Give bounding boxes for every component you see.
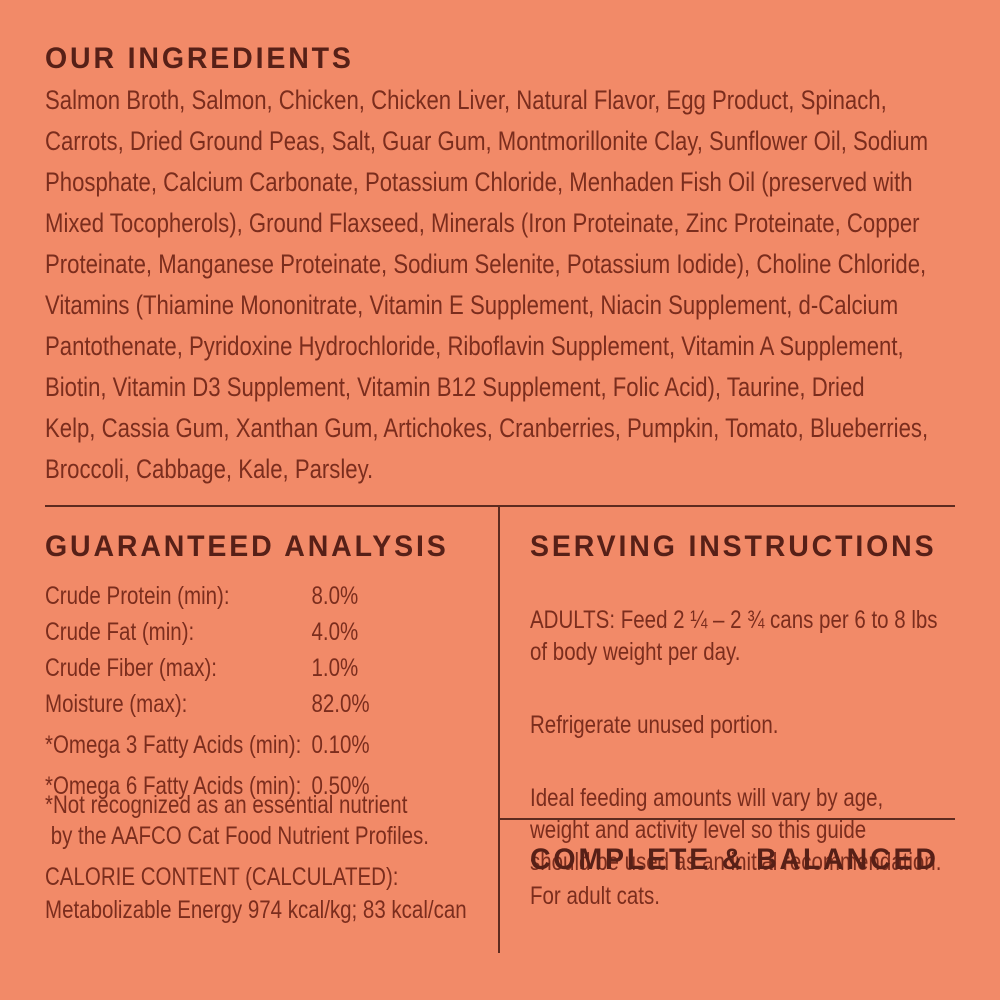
- ingredients-text: Salmon Broth, Salmon, Chicken, Chicken L…: [45, 85, 929, 484]
- serving-ideal-paragraph: Ideal feeding amounts will vary by age, …: [530, 784, 942, 876]
- nutrient-label: *Omega 6 Fatty Acids (min):: [45, 772, 302, 800]
- serving-instructions-title: SERVING INSTRUCTIONS: [530, 530, 937, 563]
- calorie-content-text: Metabolizable Energy 974 kcal/kg; 83 kca…: [45, 896, 467, 924]
- ingredients-title: OUR INGREDIENTS: [45, 42, 354, 75]
- nutrient-label: Crude Protein (min):: [45, 582, 230, 610]
- nutrient-label: Crude Fiber (max):: [45, 654, 218, 682]
- guaranteed-analysis-table: Crude Protein (min): 8.0% Crude Fat (min…: [45, 578, 504, 804]
- nutrient-value: 0.50%: [311, 772, 370, 800]
- table-row: *Omega 6 Fatty Acids (min): 0.50%: [45, 768, 504, 804]
- nutrient-value: 4.0%: [311, 618, 359, 646]
- nutrient-value: 1.0%: [311, 654, 359, 682]
- guaranteed-analysis-title: GUARANTEED ANALYSIS: [45, 530, 449, 563]
- table-row: *Omega 3 Fatty Acids (min): 0.10%: [45, 727, 504, 763]
- nutrient-value: 82.0%: [311, 690, 370, 718]
- serving-adults-paragraph: ADULTS: Feed 2 ¼ – 2 ¾ cans per 6 to 8 l…: [530, 606, 938, 666]
- serving-instructions-text: ADULTS: Feed 2 ¼ – 2 ¾ cans per 6 to 8 l…: [530, 572, 989, 919]
- nutrient-label: Moisture (max):: [45, 690, 188, 718]
- divider-horizontal-main: [45, 505, 955, 507]
- table-row: Moisture (max): 82.0%: [45, 686, 504, 722]
- table-row: Crude Protein (min): 8.0%: [45, 578, 504, 614]
- calorie-content-title: CALORIE CONTENT (CALCULATED):: [45, 863, 399, 891]
- nutrient-value: 0.10%: [311, 731, 370, 759]
- nutrient-value: 8.0%: [311, 582, 359, 610]
- complete-balanced-subtitle: For adult cats.: [530, 882, 660, 910]
- divider-horizontal-right: [498, 818, 955, 820]
- serving-refrigerate-paragraph: Refrigerate unused portion.: [530, 711, 779, 739]
- aafco-footnote: *Not recognized as an essential nutrient…: [45, 791, 429, 850]
- table-row: Crude Fat (min): 4.0%: [45, 614, 504, 650]
- table-row: Crude Fiber (max): 1.0%: [45, 650, 504, 686]
- complete-balanced-title: COMPLETE & BALANCED: [530, 843, 939, 876]
- divider-vertical: [498, 505, 500, 953]
- nutrient-label: Crude Fat (min):: [45, 618, 195, 646]
- nutrient-label: *Omega 3 Fatty Acids (min):: [45, 731, 302, 759]
